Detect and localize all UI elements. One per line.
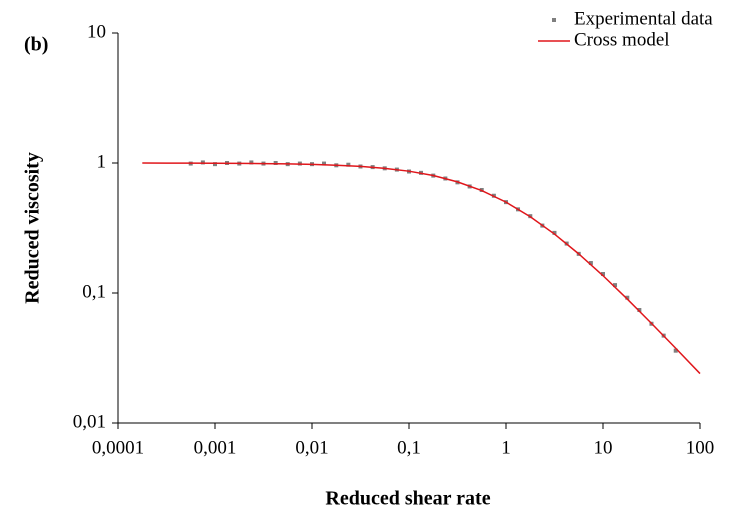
data-point (249, 160, 254, 165)
data-point (601, 272, 605, 277)
x-tick-label: 100 (686, 437, 715, 458)
data-point (625, 295, 630, 300)
legend-marker (552, 18, 556, 22)
x-tick-label: 0,001 (194, 437, 237, 458)
y-axis-label: Reduced viscosity (22, 152, 44, 304)
x-tick-label: 0,0001 (92, 437, 144, 458)
data-point (637, 307, 642, 312)
x-tick-label: 0,1 (397, 437, 421, 458)
x-tick-label: 1 (501, 437, 511, 458)
data-point (613, 283, 618, 288)
y-tick-label: 0,01 (73, 411, 106, 432)
data-point (346, 162, 351, 167)
x-tick-label: 10 (594, 437, 613, 458)
legend-label: Experimental data (574, 8, 713, 29)
x-tick-label: 0,01 (295, 437, 328, 458)
legend-label: Cross model (574, 29, 670, 50)
data-point (322, 161, 327, 166)
y-tick-label: 10 (87, 21, 106, 42)
y-tick-label: 1 (97, 151, 107, 172)
data-point (673, 348, 678, 353)
x-axis-label: Reduced shear rate (325, 488, 490, 510)
model-line (142, 162, 701, 375)
data-point (552, 230, 557, 235)
chart-title: (b) (24, 34, 48, 56)
y-tick-label: 0,1 (82, 281, 106, 302)
data-point (588, 261, 593, 266)
data-point (213, 162, 217, 167)
